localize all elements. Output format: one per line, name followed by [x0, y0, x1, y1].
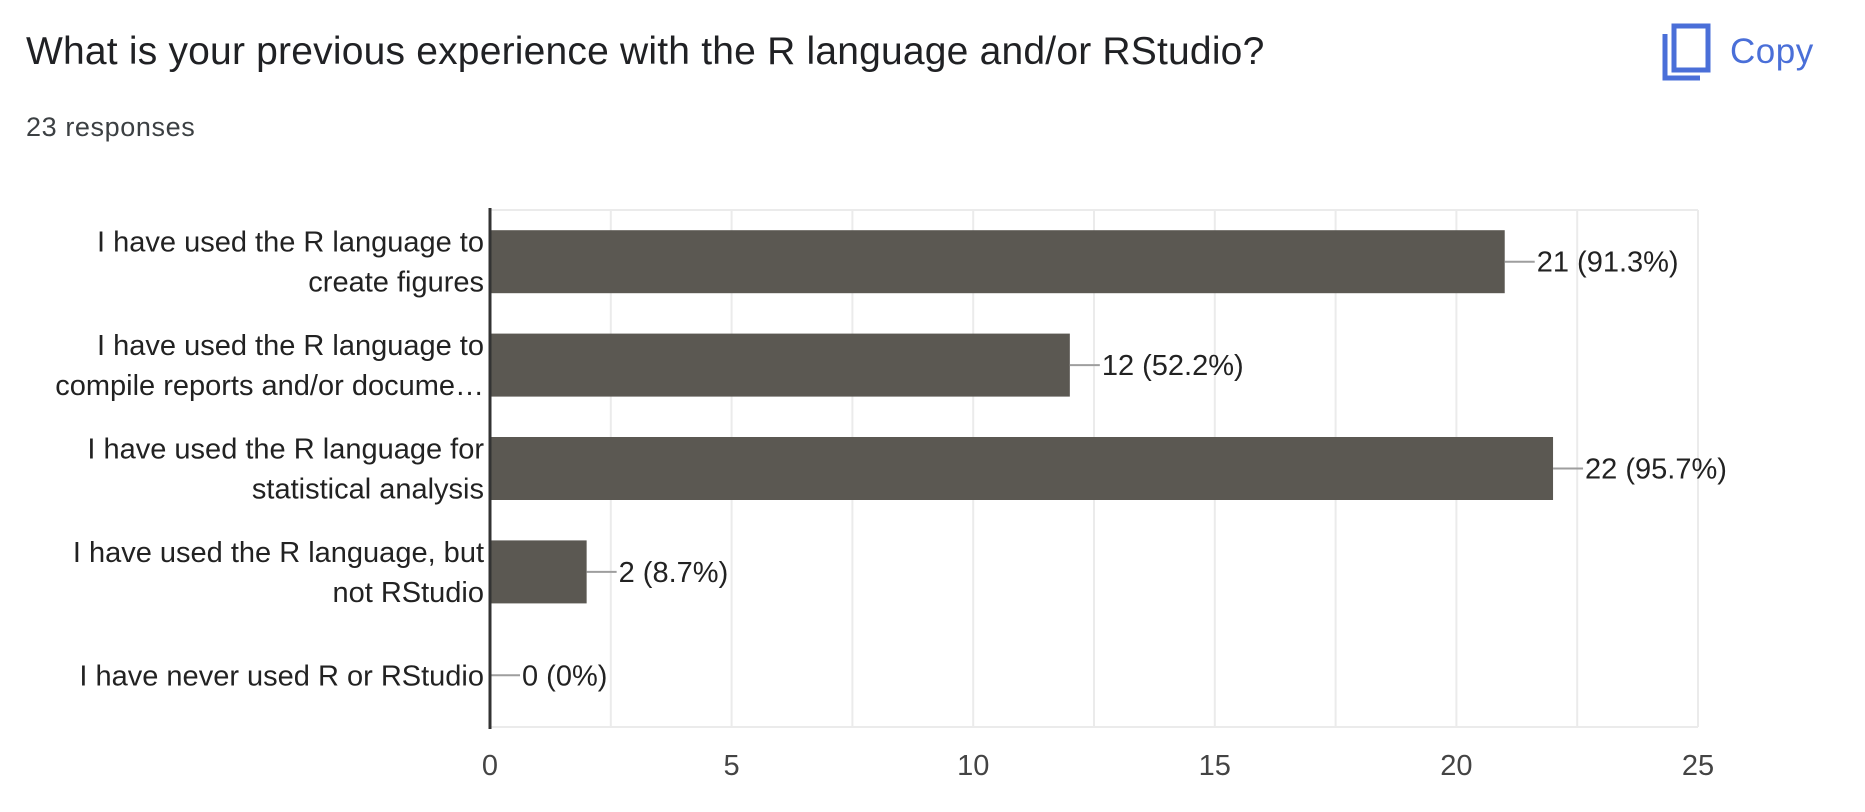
x-tick-label: 15 [1199, 750, 1231, 782]
category-label: I have never used R or RStudio [79, 660, 484, 692]
x-tick-label: 25 [1682, 750, 1714, 782]
copy-button[interactable]: Copy [1660, 20, 1814, 84]
category-label: create figures [308, 267, 484, 299]
x-tick-label: 20 [1440, 750, 1472, 782]
data-label: 22 (95.7%) [1585, 454, 1727, 486]
copy-label: Copy [1730, 32, 1814, 71]
bar [490, 540, 587, 604]
data-label: 12 (52.2%) [1102, 350, 1244, 382]
category-label: not RStudio [332, 577, 484, 609]
copy-icon [1662, 23, 1711, 81]
category-label: I have used the R language for [87, 434, 484, 466]
x-tick-label: 5 [724, 750, 740, 782]
question-title: What is your previous experience with th… [26, 30, 1265, 73]
data-label: 21 (91.3%) [1537, 247, 1679, 279]
x-tick-label: 10 [957, 750, 989, 782]
bar [490, 333, 1070, 397]
category-label: compile reports and/or docume… [55, 370, 484, 402]
x-tick-label: 0 [482, 750, 498, 782]
category-label: I have used the R language to [97, 330, 484, 362]
response-count: 23 responses [26, 112, 196, 142]
bar [490, 437, 1554, 500]
data-label: 2 (8.7%) [619, 557, 729, 589]
category-label: I have used the R language to [97, 227, 484, 259]
category-label: statistical analysis [252, 474, 484, 506]
data-label: 0 (0%) [522, 660, 607, 692]
bar [490, 230, 1505, 294]
category-label: I have used the R language, but [73, 537, 484, 569]
